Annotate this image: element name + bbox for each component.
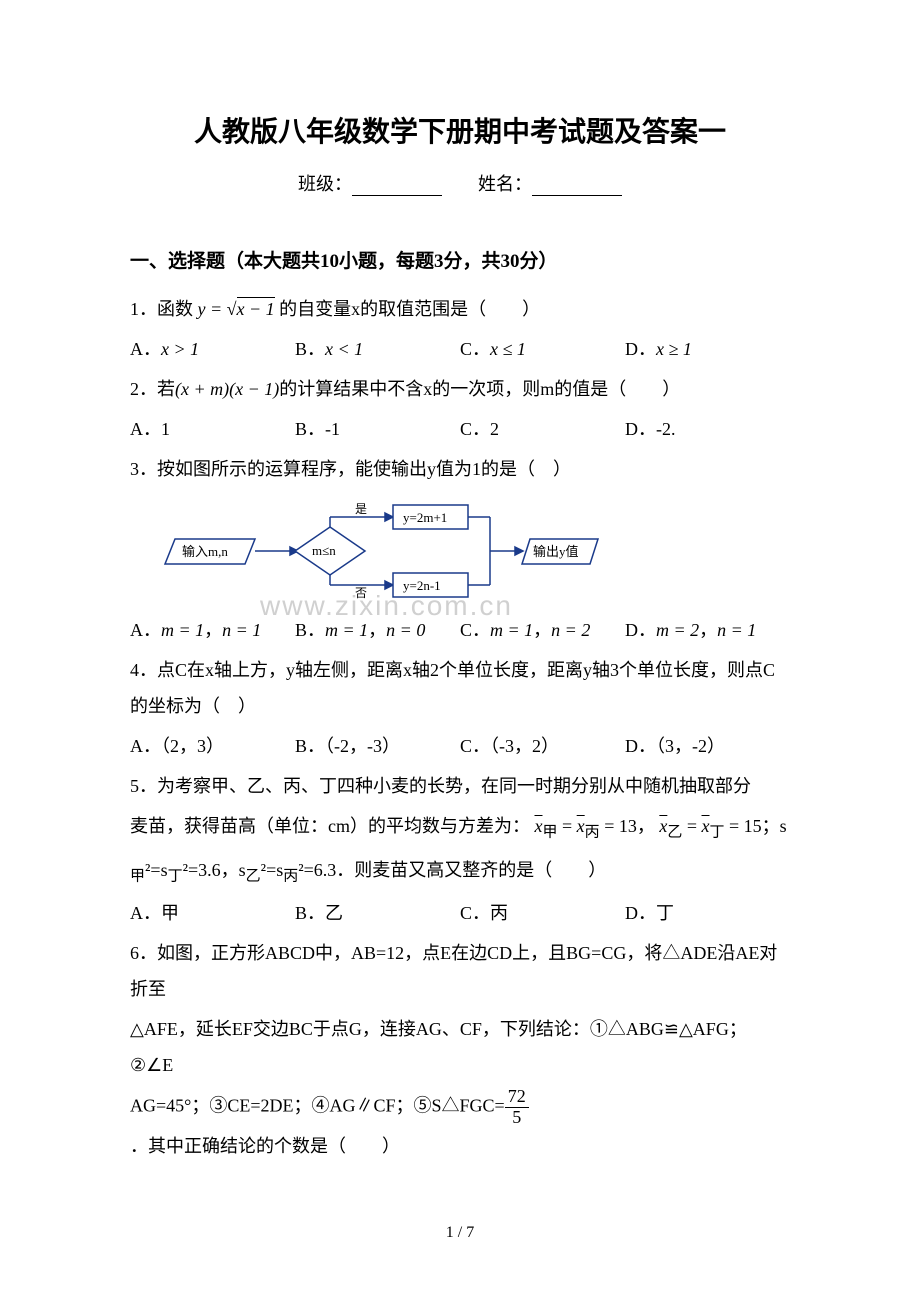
q1-opt-b: B．x < 1 <box>295 331 460 367</box>
q1-post: 的自变量x的取值范围是（ ） <box>275 299 541 319</box>
q1-opt-a: A．x > 1 <box>130 331 295 367</box>
section-1-header: 一、选择题（本大题共10小题，每题3分，共30分） <box>130 246 790 273</box>
name-label: 姓名： <box>478 174 532 194</box>
q3-options: A．m = 1，n = 1 B．m = 1，n = 0 C．m = 1，n = … <box>130 612 790 648</box>
q4-opt-c: C．（-3，2） <box>460 728 625 764</box>
q5-opt-d: D．丁 <box>625 895 790 931</box>
page-number: 1 / 7 <box>0 1224 920 1242</box>
name-blank <box>532 178 622 196</box>
q1-text: 1．函数 y = √x − 1 的自变量x的取值范围是（ ） <box>130 291 790 327</box>
diag-no: 否 <box>355 586 367 599</box>
q6-line1: 6．如图，正方形ABCD中，AB=12，点E在边CD上，且BG=CG，将△ADE… <box>130 935 790 1007</box>
q1-math: y = √x − 1 <box>198 297 275 319</box>
q6-line3: AG=45°；③CE=2DE；④AG∥CF；⑤S△FGC=725 ．其中正确结论的… <box>130 1087 790 1164</box>
diag-branch-no: y=2n-1 <box>403 578 441 593</box>
q3-opt-d: D．m = 2，n = 1 <box>625 612 790 648</box>
q4-text: 4．点C在x轴上方，y轴左侧，距离x轴2个单位长度，距离y轴3个单位长度，则点C… <box>130 652 790 724</box>
q3-opt-a: A．m = 1，n = 1 <box>130 612 295 648</box>
q4-opt-d: D．（3，-2） <box>625 728 790 764</box>
subtitle-row: 班级： 姓名： <box>130 170 790 196</box>
q3-opt-b: B．m = 1，n = 0 <box>295 612 460 648</box>
q5-line3: 甲²=s丁²=3.6，s乙²=s丙²=6.3．则麦苗又高又整齐的是（ ） <box>130 852 790 892</box>
q1-opt-c: C．x ≤ 1 <box>460 331 625 367</box>
q6-l3-pre: AG=45°；③CE=2DE；④AG∥CF；⑤S△FGC= <box>130 1096 505 1116</box>
q2-opt-b: B．-1 <box>295 411 460 447</box>
diag-input: 输入m,n <box>182 544 228 559</box>
q5-opt-b: B．乙 <box>295 895 460 931</box>
q6-frac: 725 <box>505 1087 529 1128</box>
q3-diagram: 输入m,n m≤n 是 y=2m+1 否 y=2n-1 <box>160 499 790 604</box>
q5-line1: 5．为考察甲、乙、丙、丁四种小麦的长势，在同一时期分别从中随机抽取部分 <box>130 768 790 804</box>
q5-opt-a: A．甲 <box>130 895 295 931</box>
class-label: 班级： <box>298 174 352 194</box>
diag-cond: m≤n <box>312 543 336 558</box>
q1-options: A．x > 1 B．x < 1 C．x ≤ 1 D．x ≥ 1 <box>130 331 790 367</box>
q2-opt-d: D．-2. <box>625 411 790 447</box>
q4-opt-b: B．（-2，-3） <box>295 728 460 764</box>
q2-text: 2．若(x + m)(x − 1)的计算结果中不含x的一次项，则m的值是（ ） <box>130 371 790 407</box>
q6-l3-post: ．其中正确结论的个数是（ ） <box>130 1136 400 1156</box>
diag-yes: 是 <box>355 502 367 516</box>
diag-output: 输出y值 <box>533 544 579 559</box>
q2-post: 的计算结果中不含x的一次项，则m的值是（ ） <box>279 379 680 399</box>
q2-opt-a: A．1 <box>130 411 295 447</box>
q3-opt-c: C．m = 1，n = 2 <box>460 612 625 648</box>
q2-options: A．1 B．-1 C．2 D．-2. <box>130 411 790 447</box>
q5-l2-pre: 麦苗，获得苗高（单位：cm）的平均数与方差为： <box>130 816 530 836</box>
class-blank <box>352 178 442 196</box>
q2-math: (x + m)(x − 1) <box>175 379 279 399</box>
q5-opt-c: C．丙 <box>460 895 625 931</box>
q4-options: A．（2，3） B．（-2，-3） C．（-3，2） D．（3，-2） <box>130 728 790 764</box>
q4-opt-a: A．（2，3） <box>130 728 295 764</box>
q2-opt-c: C．2 <box>460 411 625 447</box>
q6-line2: △AFE，延长EF交边BC于点G，连接AG、CF，下列结论：①△ABG≌△AFG… <box>130 1011 790 1083</box>
q2-pre: 2．若 <box>130 379 175 399</box>
q1-pre: 1．函数 <box>130 299 198 319</box>
q5-math1: x <box>535 816 543 836</box>
q1-opt-d: D．x ≥ 1 <box>625 331 790 367</box>
q5-options: A．甲 B．乙 C．丙 D．丁 <box>130 895 790 931</box>
q5-line2: 麦苗，获得苗高（单位：cm）的平均数与方差为： x甲 = x丙 = 13， x乙… <box>130 808 790 848</box>
document-title: 人教版八年级数学下册期中考试题及答案一 <box>130 110 790 150</box>
q3-text: 3．按如图所示的运算程序，能使输出y值为1的是（ ） <box>130 451 790 487</box>
diag-branch-yes: y=2m+1 <box>403 510 447 525</box>
